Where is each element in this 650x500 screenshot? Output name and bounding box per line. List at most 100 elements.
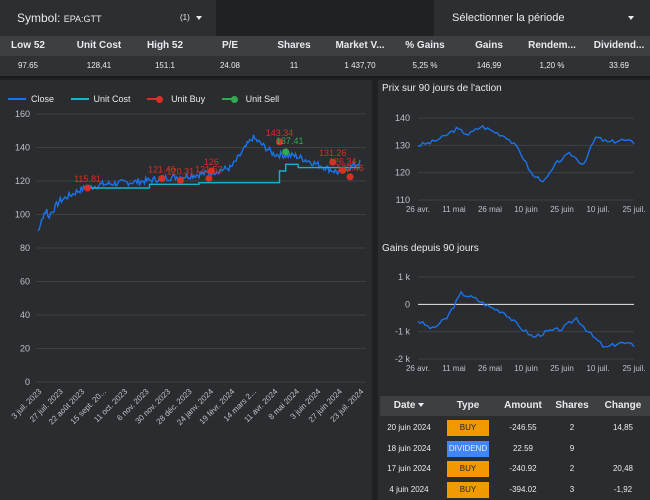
- symbol-selector[interactable]: Symbol: EPA:GTT (1): [0, 0, 216, 36]
- shares-cell: 3: [569, 484, 575, 494]
- legend-unit-sell[interactable]: Unit Sell: [221, 94, 279, 104]
- y-tick-label: 60: [20, 277, 30, 287]
- chevron-down-icon: [628, 16, 634, 20]
- amount-cell: -246.55: [509, 423, 537, 432]
- period-label: Sélectionner la période: [452, 12, 565, 24]
- buy-point[interactable]: [205, 174, 213, 182]
- y-tick-label: 160: [15, 109, 30, 119]
- kpi-header[interactable]: Market V...: [335, 40, 385, 51]
- kpi-header[interactable]: Shares: [277, 40, 311, 51]
- kpi-header[interactable]: P/E: [221, 40, 239, 51]
- x-tick-label: 26 avr.: [406, 364, 430, 373]
- sell-point[interactable]: [282, 148, 290, 156]
- kpi-header[interactable]: Rendem...: [528, 40, 576, 51]
- kpi-value: 128,41: [86, 61, 112, 70]
- amount-cell: 22.59: [512, 443, 534, 453]
- period-selector[interactable]: Sélectionner la période: [434, 0, 650, 36]
- y-tick-label: 40: [20, 310, 30, 320]
- symbol-label: Symbol: EPA:GTT: [17, 11, 102, 25]
- y-tick-label: 0: [25, 377, 30, 387]
- top-bar: Symbol: EPA:GTT (1) Sélectionner la péri…: [0, 0, 650, 36]
- kpi-value: 33.69: [608, 61, 630, 70]
- buy-point[interactable]: [176, 176, 184, 184]
- sort-down-icon: [418, 403, 425, 408]
- gains-90d-line: [417, 290, 635, 348]
- kpi-value: 151.1: [154, 61, 176, 70]
- buy-label: 115.81: [74, 174, 101, 184]
- close-series-line: [37, 134, 361, 232]
- buy-point[interactable]: [346, 173, 354, 181]
- date-cell: 17 juin 2024: [387, 464, 431, 473]
- side-panel: [378, 80, 650, 500]
- buy-point[interactable]: [158, 175, 166, 183]
- type-badge: BUY: [447, 481, 489, 498]
- change-cell: 14,85: [612, 423, 634, 432]
- x-tick-label: 25 juin: [550, 205, 574, 214]
- kpi-header[interactable]: Gains: [475, 40, 503, 51]
- y-tick-label: 140: [395, 113, 410, 123]
- buy-label: 121.46: [148, 165, 176, 175]
- amount-cell: -394.02: [509, 484, 537, 494]
- gains-90d-chart: 1 k 0 -1 k -2 k26 avr. 11 mai 26 mai 10 juin 25…: [395, 272, 646, 373]
- shares-cell: 9: [569, 443, 575, 453]
- gains-90d-title: Gains depuis 90 jours: [382, 243, 479, 254]
- buy-label: 126: [204, 157, 219, 167]
- type-badge: BUY: [447, 420, 489, 436]
- chevron-down-icon: [196, 16, 202, 20]
- kpi-header[interactable]: High 52: [146, 40, 184, 51]
- date-cell: 18 juin 2024: [387, 443, 431, 453]
- date-cell: 20 juin 2024: [387, 423, 431, 432]
- shares-cell: 2: [569, 464, 575, 473]
- buy-point[interactable]: [84, 184, 92, 192]
- y-tick-label: 110: [396, 195, 410, 205]
- unit-cost-series-line: [87, 163, 360, 189]
- buy-label: 120.31: [167, 166, 195, 176]
- buy-label: 143.34: [266, 128, 294, 138]
- x-tick-label: 25 juil.: [622, 364, 645, 373]
- kpi-value: 146,99: [476, 61, 502, 70]
- kpi-header[interactable]: Unit Cost: [76, 40, 122, 51]
- buy-point[interactable]: [339, 166, 347, 174]
- symbol-value: EPA:GTT: [63, 14, 102, 24]
- col-header-change[interactable]: Change: [596, 396, 650, 416]
- x-tick-label: 10 juil.: [586, 364, 609, 373]
- table-row[interactable]: 4 juin 2024 BUY -394.02 3 -1,92: [380, 480, 650, 500]
- kpi-value: 11: [289, 61, 299, 70]
- kpi-header[interactable]: Dividend...: [593, 40, 645, 51]
- kpi-value: 1 437,70: [344, 61, 376, 70]
- x-tick-label: 25 juin: [550, 364, 574, 373]
- y-tick-label: 100: [15, 210, 30, 220]
- buy-point[interactable]: [329, 158, 337, 166]
- x-tick-label: 10 juin: [514, 205, 538, 214]
- table-row[interactable]: 18 juin 2024 DIVIDEND 22.59 9: [380, 439, 650, 459]
- kpi-header[interactable]: Low 52: [11, 40, 45, 51]
- table-row[interactable]: 17 juin 2024 BUY -240.92 2 20,48: [380, 459, 650, 479]
- buy-point[interactable]: [276, 138, 283, 146]
- kpi-table: Low 52 Unit Cost High 52 P/E Shares Mark…: [0, 36, 650, 76]
- buy-point[interactable]: [207, 167, 215, 175]
- y-tick-label: -1 k: [395, 327, 411, 337]
- amount-cell: -240.92: [509, 464, 537, 473]
- col-header-type[interactable]: Type: [438, 396, 498, 416]
- kpi-header[interactable]: % Gains: [405, 40, 445, 51]
- legend-unit-buy[interactable]: Unit Buy: [147, 94, 205, 104]
- col-header-amount[interactable]: Amount: [498, 396, 548, 416]
- change-cell: 20,48: [612, 464, 634, 473]
- sell-label: 137.41: [276, 136, 304, 146]
- kpi-header-row: Low 52 Unit Cost High 52 P/E Shares Mark…: [0, 36, 650, 56]
- type-cell: BUY: [438, 418, 498, 438]
- type-badge: DIVIDEND: [447, 440, 489, 457]
- col-header-shares[interactable]: Shares: [548, 396, 596, 416]
- col-header-date[interactable]: Date: [380, 396, 438, 416]
- y-tick-label: 120: [15, 176, 30, 186]
- legend-close[interactable]: Close: [8, 94, 54, 104]
- y-tick-label: 0: [405, 299, 410, 309]
- kpi-value: 97.65: [17, 61, 39, 70]
- change-cell: -1,92: [613, 484, 633, 494]
- legend-unit-cost[interactable]: Unit Cost: [70, 94, 131, 104]
- price-90d-title: Prix sur 90 jours de l'action: [382, 83, 502, 94]
- table-row[interactable]: 20 juin 2024 BUY -246.55 2 14,85: [380, 418, 650, 438]
- type-cell: BUY: [438, 480, 498, 500]
- type-cell: BUY: [438, 459, 498, 479]
